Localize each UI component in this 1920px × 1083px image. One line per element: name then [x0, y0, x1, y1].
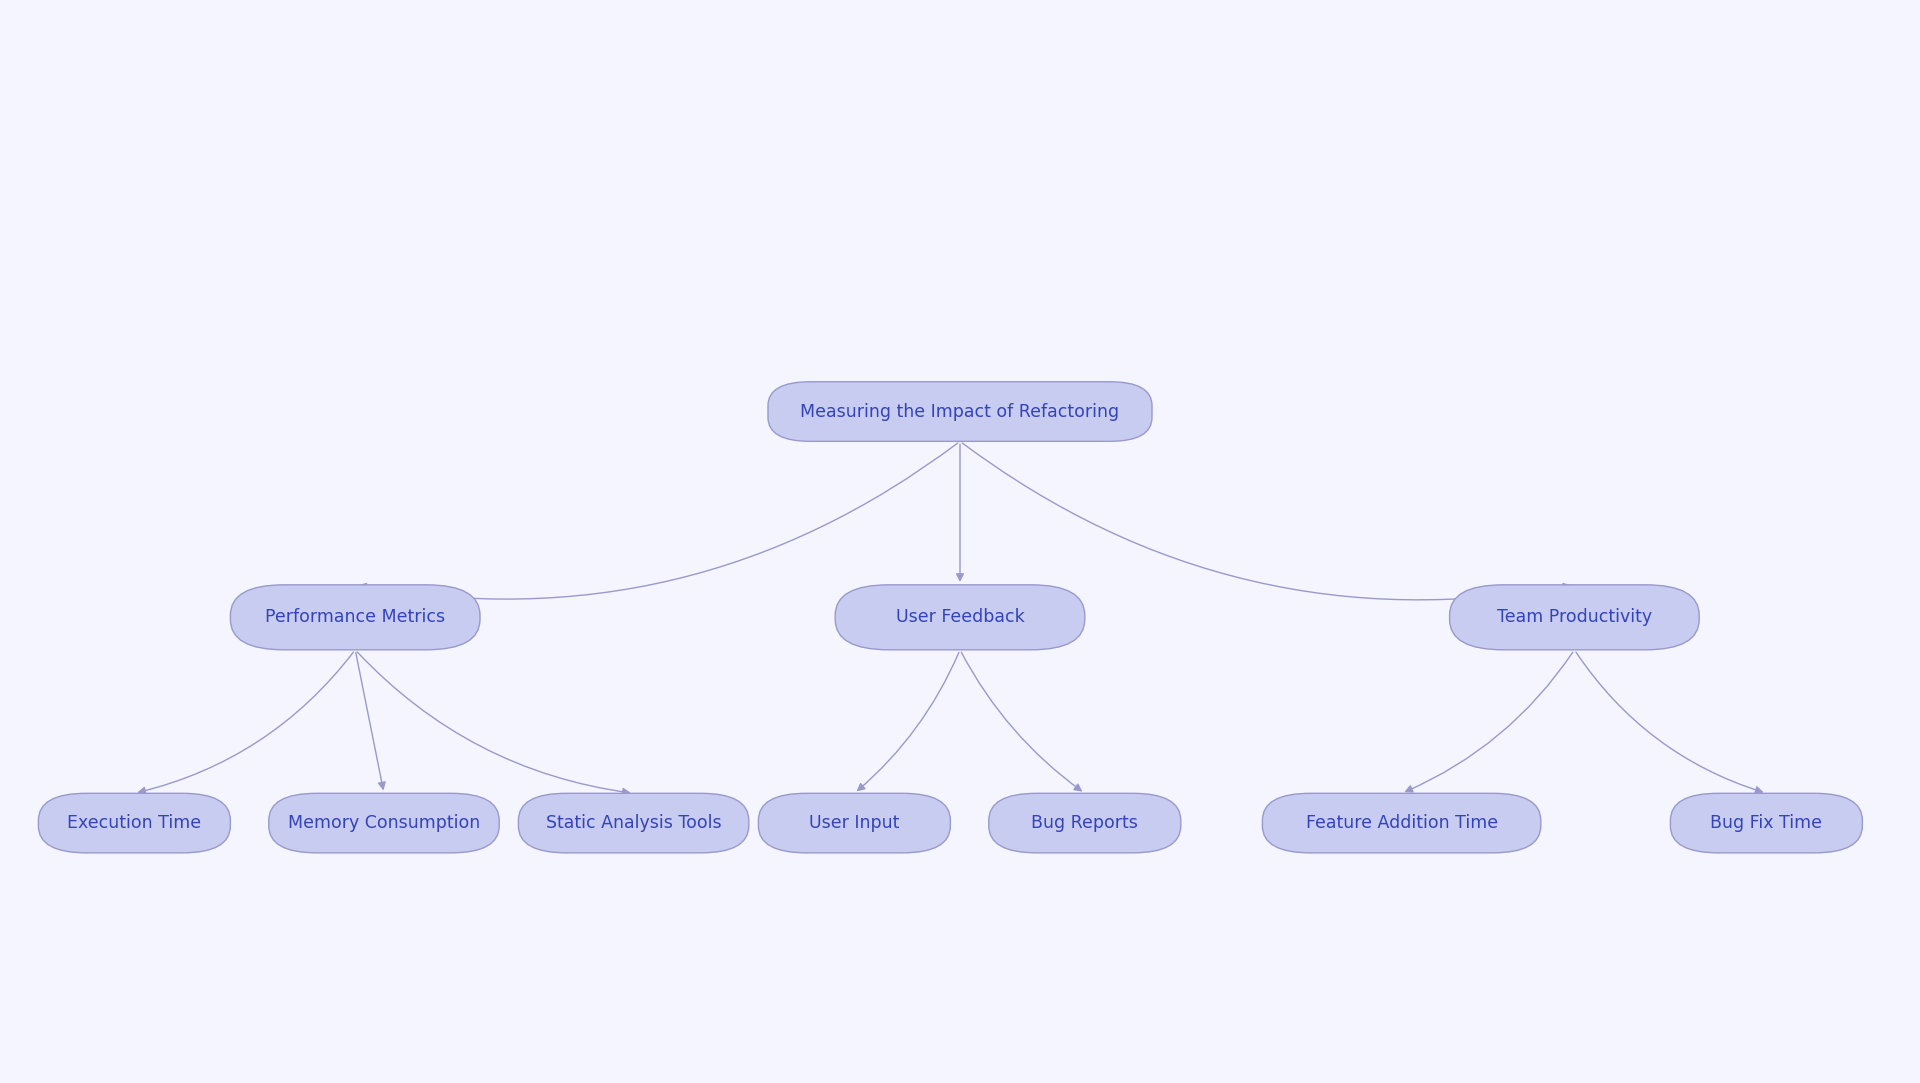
Text: Static Analysis Tools: Static Analysis Tools: [545, 814, 722, 832]
Text: Performance Metrics: Performance Metrics: [265, 609, 445, 626]
Text: User Feedback: User Feedback: [895, 609, 1025, 626]
FancyBboxPatch shape: [758, 793, 950, 853]
Text: Feature Addition Time: Feature Addition Time: [1306, 814, 1498, 832]
FancyBboxPatch shape: [835, 585, 1085, 650]
Text: User Input: User Input: [808, 814, 900, 832]
FancyBboxPatch shape: [1670, 793, 1862, 853]
FancyBboxPatch shape: [38, 793, 230, 853]
Text: Team Productivity: Team Productivity: [1498, 609, 1651, 626]
FancyBboxPatch shape: [269, 793, 499, 853]
Text: Measuring the Impact of Refactoring: Measuring the Impact of Refactoring: [801, 403, 1119, 420]
FancyBboxPatch shape: [768, 381, 1152, 442]
FancyBboxPatch shape: [1263, 793, 1540, 853]
Text: Execution Time: Execution Time: [67, 814, 202, 832]
Text: Bug Fix Time: Bug Fix Time: [1711, 814, 1822, 832]
FancyBboxPatch shape: [518, 793, 749, 853]
FancyBboxPatch shape: [1450, 585, 1699, 650]
Text: Bug Reports: Bug Reports: [1031, 814, 1139, 832]
FancyBboxPatch shape: [230, 585, 480, 650]
Text: Memory Consumption: Memory Consumption: [288, 814, 480, 832]
FancyBboxPatch shape: [989, 793, 1181, 853]
